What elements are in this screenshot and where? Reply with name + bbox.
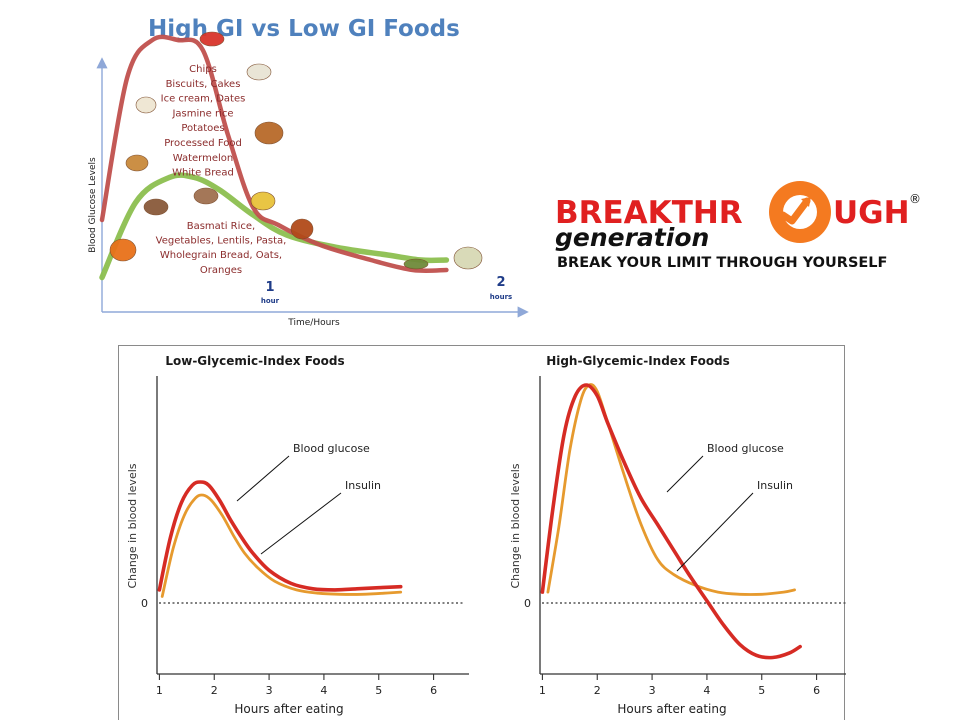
blood-glucose-annotation: Blood glucose <box>707 442 784 455</box>
insulin-annotation: Insulin <box>757 479 793 492</box>
insulin-annotation-leader <box>260 492 342 555</box>
chart-title: High-Glycemic-Index Foods <box>546 354 730 368</box>
pepper-icon <box>403 258 429 270</box>
zero-label: 0 <box>524 597 531 610</box>
lentil-icon <box>143 198 169 216</box>
blood-glucose-line <box>157 480 403 592</box>
insulin-annotation: Insulin <box>345 479 381 492</box>
x-tick-label: 4 <box>320 684 327 697</box>
glycemic-index-panel: Low-Glycemic-Index Foods 0 Change in blood… <box>118 345 846 720</box>
x-tick-label: 4 <box>703 684 710 697</box>
top-chart-title: High GI vs Low GI Foods <box>148 16 460 42</box>
y-axis-label: Change in blood levels <box>509 463 522 588</box>
top-x-tick-1-unit: hour <box>261 297 280 305</box>
logo-arrow-icon <box>779 197 811 225</box>
rice-icon <box>246 63 272 81</box>
banana-icon <box>250 191 276 211</box>
x-axis-label: Hours after eating <box>234 702 343 716</box>
logo-registered: ® <box>909 192 921 206</box>
blood-glucose-annotation-leader <box>666 455 704 493</box>
top-x-tick-1: 1 <box>265 280 274 295</box>
biscuit-icon <box>125 154 149 172</box>
breakthrough-generation-logo: BREAKTHR UGH ® generation BREAK YOUR LIM… <box>545 175 925 275</box>
insulin-line <box>160 493 403 598</box>
orange-icon <box>109 238 137 262</box>
logo-word-right: UGH <box>833 195 910 231</box>
y-axis-label: Change in blood levels <box>126 463 139 588</box>
x-tick-label: 3 <box>649 684 656 697</box>
blood-glucose-annotation: Blood glucose <box>293 442 370 455</box>
zero-label: 0 <box>141 597 148 610</box>
gi-comparison-svg: High GI vs Low GI Foods Blood Glucose Le… <box>88 16 529 328</box>
top-x-tick-2: 2 <box>496 275 505 290</box>
x-tick-label: 2 <box>211 684 218 697</box>
logo-subtitle: generation <box>555 223 709 252</box>
logo-word-left: BREAKTHR <box>555 195 743 231</box>
x-tick-label: 1 <box>156 684 163 697</box>
food-icons-group <box>109 31 483 270</box>
x-tick-label: 5 <box>375 684 382 697</box>
blood-glucose-annotation-leader <box>236 455 290 502</box>
x-tick-label: 6 <box>430 684 437 697</box>
ice-cream-icon <box>135 96 157 114</box>
grain-icon <box>193 187 219 205</box>
x-tick-label: 2 <box>594 684 601 697</box>
low-gi-food-list: Basmati Rice, Vegetables, Lentils, Pasta,… <box>156 221 287 276</box>
top-series-group <box>99 34 450 281</box>
logo-svg: BREAKTHR UGH ® generation BREAK YOUR LIM… <box>555 181 921 271</box>
x-tick-label: 1 <box>539 684 546 697</box>
insulin-annotation-leader <box>676 492 754 572</box>
chart-title: Low-Glycemic-Index Foods <box>165 354 344 368</box>
x-tick-label: 6 <box>813 684 820 697</box>
bread-icon <box>254 121 284 145</box>
logo-tagline: BREAK YOUR LIMIT THROUGH YOURSELF <box>557 255 887 271</box>
gi-comparison-chart: High GI vs Low GI Foods Blood Glucose Le… <box>80 0 550 335</box>
x-tick-label: 3 <box>266 684 273 697</box>
x-axis-label: Hours after eating <box>617 702 726 716</box>
top-x-tick-2-unit: hours <box>490 293 512 301</box>
top-y-label: Blood Glucose Levels <box>88 157 98 253</box>
top-x-label: Time/Hours <box>287 318 340 328</box>
insulin-line <box>546 383 796 596</box>
x-tick-label: 5 <box>758 684 765 697</box>
cauliflower-icon <box>453 246 483 270</box>
high-gi-food-list: Chips Biscuits, Cakes Ice cream, Dates Jasm… <box>161 64 246 179</box>
apple-icon <box>290 218 314 240</box>
watermelon-icon <box>199 31 225 47</box>
blood-glucose-line <box>540 383 802 660</box>
high-gi-curve <box>99 34 449 273</box>
logo-orange-o <box>769 181 831 243</box>
low-gi-curve <box>99 172 450 281</box>
